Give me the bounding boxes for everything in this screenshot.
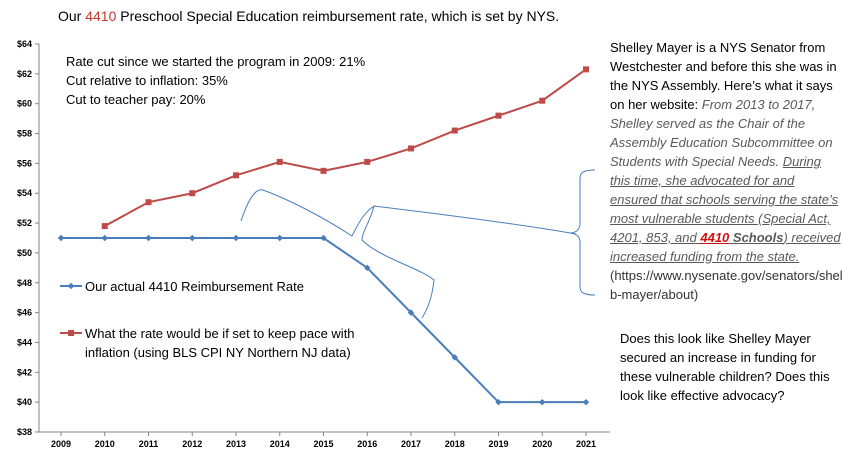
x-tick-label: 2015 <box>313 439 333 449</box>
x-tick-label: 2018 <box>445 439 465 449</box>
data-point-inflation-rate <box>320 167 327 174</box>
senator-sidebar-text: Shelley Mayer is a NYS Senator from West… <box>610 38 842 304</box>
data-point-inflation-rate <box>233 172 239 179</box>
annotation-brace <box>569 169 596 296</box>
y-tick-label: $48 <box>17 278 32 288</box>
data-point-inflation-rate <box>583 66 589 73</box>
data-point-actual-rate <box>364 264 371 272</box>
legend-marker-actual <box>67 282 75 290</box>
sidebar-quote: From 2013 to 2017, Shelley served as the… <box>610 97 841 264</box>
data-point-actual-rate <box>407 309 415 316</box>
x-tick-label: 2014 <box>270 439 290 449</box>
annotation-curve-left <box>240 189 353 237</box>
data-point-actual-rate <box>189 234 196 242</box>
chart-title: Our 4410 Preschool Special Education rei… <box>58 8 560 24</box>
y-tick-label: $58 <box>17 129 32 139</box>
y-tick-label: $44 <box>17 337 32 347</box>
x-tick-label: 2017 <box>401 439 421 449</box>
x-tick-label: 2010 <box>95 439 115 449</box>
rate-cut-notes: Rate cut since we started the program in… <box>66 52 365 109</box>
data-point-actual-rate <box>232 234 240 242</box>
data-point-actual-rate <box>320 234 327 242</box>
data-point-inflation-rate <box>495 112 502 119</box>
legend-actual-rate: Our actual 4410 Reimbursement Rate <box>85 279 304 294</box>
x-tick-label: 2013 <box>226 439 246 449</box>
x-tick-label: 2011 <box>139 439 159 449</box>
data-point-inflation-rate <box>101 223 108 230</box>
data-point-actual-rate <box>276 234 283 242</box>
sidebar-url: (https://www.nysenate.gov/senators/shell… <box>610 268 842 302</box>
data-point-inflation-rate <box>408 145 414 152</box>
x-tick-label: 2016 <box>357 439 377 449</box>
sidebar-intro: Shelley Mayer is a NYS Senator from West… <box>610 40 837 112</box>
note-program-cut: Rate cut since we started the program in… <box>66 54 366 69</box>
data-point-actual-rate <box>101 234 108 242</box>
x-tick-label: 2012 <box>182 439 202 449</box>
x-tick-label: 2021 <box>576 439 596 449</box>
y-tick-label: $46 <box>17 308 32 318</box>
y-tick-label: $64 <box>17 39 32 49</box>
y-tick-label: $50 <box>17 248 32 258</box>
data-point-inflation-rate <box>451 127 458 134</box>
y-tick-label: $52 <box>17 218 32 228</box>
data-point-actual-rate <box>451 354 458 361</box>
data-point-actual-rate <box>145 234 152 242</box>
y-tick-label: $54 <box>17 188 32 198</box>
note-teacher-pay-cut: Cut to teacher pay: 20% <box>66 92 206 107</box>
y-tick-label: $56 <box>17 158 32 168</box>
y-tick-label: $42 <box>17 367 32 377</box>
data-point-inflation-rate <box>189 190 196 197</box>
annotation-curve-center <box>351 204 435 319</box>
y-tick-label: $62 <box>17 69 32 79</box>
x-tick-label: 2019 <box>488 439 508 449</box>
title-highlight: 4410 <box>85 8 117 24</box>
data-point-inflation-rate <box>145 199 152 206</box>
legend-marker-inflation <box>68 330 74 336</box>
data-point-actual-rate <box>57 234 65 242</box>
legend-inflation-rate: What the rate would be if set to keep pa… <box>85 326 355 360</box>
data-point-inflation-rate <box>539 97 546 104</box>
y-tick-label: $38 <box>17 427 32 437</box>
note-inflation-cut: Cut relative to inflation: 35% <box>66 73 228 88</box>
series-line-inflation-rate <box>104 68 587 227</box>
y-tick-label: $40 <box>17 397 32 407</box>
data-point-actual-rate <box>495 398 502 406</box>
advocacy-question: Does this look like Shelley Mayer secure… <box>620 331 830 403</box>
data-point-actual-rate <box>539 398 546 406</box>
series-line-actual-rate <box>61 237 586 404</box>
y-tick-label: $60 <box>17 99 32 109</box>
sidebar-quote-4410: 4410 <box>700 230 730 245</box>
data-point-inflation-rate <box>276 158 283 165</box>
x-tick-label: 2020 <box>532 439 552 449</box>
x-tick-label: 2009 <box>51 439 71 449</box>
annotation-line-to-brace <box>373 205 577 235</box>
data-point-inflation-rate <box>364 158 371 165</box>
data-point-actual-rate <box>582 398 590 406</box>
